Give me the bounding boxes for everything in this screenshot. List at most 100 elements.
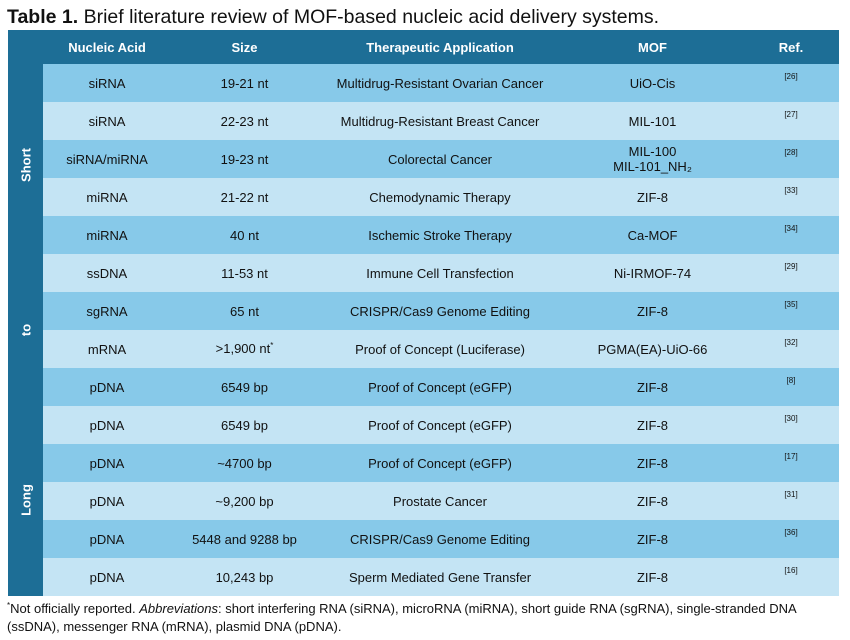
cell-therapeutic-application: Sperm Mediated Gene Transfer xyxy=(318,558,562,596)
size-value: >1,900 nt xyxy=(215,340,271,356)
table-row: pDNA ~4700 bp Proof of Concept (eGFP) ZIF-8… xyxy=(8,444,839,482)
cell-mof: Ni-IRMOF-74 xyxy=(562,254,743,292)
cell-therapeutic-application: CRISPR/Cas9 Genome Editing xyxy=(318,292,562,330)
table-row: miRNA 21-22 nt Chemodynamic Therapy ZIF-8 [3… xyxy=(8,178,839,216)
table-row: pDNA 10,243 bp Sperm Mediated Gene Transfe… xyxy=(8,558,839,596)
cell-nucleic-acid: pDNA xyxy=(43,368,171,406)
cell-ref: [27] xyxy=(743,102,839,140)
cell-therapeutic-application: Multidrug-Resistant Breast Cancer xyxy=(318,102,562,140)
cell-size: 21-22 nt xyxy=(171,178,318,216)
cell-mof: UiO-Cis xyxy=(562,64,743,102)
size-value: ~9,200 bp xyxy=(215,493,274,509)
literature-table: Nucleic Acid Size Therapeutic Applicatio… xyxy=(8,30,839,596)
table-row: pDNA 6549 bp Proof of Concept (eGFP) ZIF-8 [… xyxy=(8,406,839,444)
side-label: Long xyxy=(18,484,33,517)
cell-therapeutic-application: Proof of Concept (eGFP) xyxy=(318,368,562,406)
size-footnote-marker: * xyxy=(270,340,274,350)
table-row: siRNA/miRNA 19-23 nt Colorectal Cancer MIL-… xyxy=(8,140,839,178)
cell-therapeutic-application: Proof of Concept (Luciferase) xyxy=(318,330,562,368)
size-value: 21-22 nt xyxy=(220,189,269,205)
cell-therapeutic-application: Multidrug-Resistant Ovarian Cancer xyxy=(318,64,562,102)
reference-number: [34] xyxy=(784,223,798,233)
table-row: ssDNA 11-53 nt Immune Cell Transfection Ni-… xyxy=(8,254,839,292)
mof-name: UiO-Cis xyxy=(629,75,676,91)
cell-therapeutic-application: CRISPR/Cas9 Genome Editing xyxy=(318,520,562,558)
mof-name: PGMA(EA)-UiO-66 xyxy=(597,341,708,357)
table-title-text: Brief literature review of MOF-based nuc… xyxy=(78,6,660,28)
cell-nucleic-acid: sgRNA xyxy=(43,292,171,330)
header-ref: Ref. xyxy=(743,30,839,64)
footnote-marker: * xyxy=(7,601,11,610)
cell-therapeutic-application: Prostate Cancer xyxy=(318,482,562,520)
header-side-blank xyxy=(8,30,43,64)
table-row: pDNA ~9,200 bp Prostate Cancer ZIF-8 [31] xyxy=(8,482,839,520)
reference-number: [36] xyxy=(784,527,798,537)
header-mof: MOF xyxy=(562,30,743,64)
cell-mof: PGMA(EA)-UiO-66 xyxy=(562,330,743,368)
cell-mof: ZIF-8 xyxy=(562,292,743,330)
side-label: Short xyxy=(18,148,33,183)
cell-nucleic-acid: pDNA xyxy=(43,520,171,558)
reference-number: [35] xyxy=(784,299,798,309)
mof-name-secondary: MIL-101_NH₂ xyxy=(613,159,692,174)
cell-therapeutic-application: Ischemic Stroke Therapy xyxy=(318,216,562,254)
cell-ref: [17] xyxy=(743,444,839,482)
mof-name: Ni-IRMOF-74 xyxy=(613,265,692,281)
cell-ref: [36] xyxy=(743,520,839,558)
cell-nucleic-acid: siRNA/miRNA xyxy=(43,140,171,178)
reference-number: [33] xyxy=(784,185,798,195)
reference-number: [32] xyxy=(784,337,798,347)
cell-ref: [34] xyxy=(743,216,839,254)
cell-ref: [28] xyxy=(743,140,839,178)
table-row: miRNA 40 nt Ischemic Stroke Therapy Ca-MOF [… xyxy=(8,216,839,254)
table-footnote: *Not officially reported. Abbreviations:… xyxy=(7,601,842,635)
cell-size: 10,243 bp xyxy=(171,558,318,596)
cell-ref: [32] xyxy=(743,330,839,368)
size-value: 40 nt xyxy=(230,227,259,243)
size-value: ~4700 bp xyxy=(217,455,272,471)
cell-mof: ZIF-8 xyxy=(562,520,743,558)
cell-mof: ZIF-8 xyxy=(562,444,743,482)
cell-therapeutic-application: Proof of Concept (eGFP) xyxy=(318,406,562,444)
cell-ref: [30] xyxy=(743,406,839,444)
cell-nucleic-acid: miRNA xyxy=(43,216,171,254)
table-row: siRNA 22-23 nt Multidrug-Resistant Breast … xyxy=(8,102,839,140)
reference-number: [17] xyxy=(784,451,798,461)
abbreviations-text: : short interfering RNA (siRNA), microRN… xyxy=(7,601,796,634)
cell-mof: ZIF-8 xyxy=(562,178,743,216)
cell-nucleic-acid: siRNA xyxy=(43,102,171,140)
reference-number: [27] xyxy=(784,109,798,119)
cell-ref: [29] xyxy=(743,254,839,292)
cell-nucleic-acid: pDNA xyxy=(43,558,171,596)
cell-mof: MIL-100 MIL-101_NH₂ xyxy=(562,140,743,178)
table-row: sgRNA 65 nt CRISPR/Cas9 Genome Editing ZIF-… xyxy=(8,292,839,330)
size-value: 11-53 nt xyxy=(221,265,268,281)
cell-size: 40 nt xyxy=(171,216,318,254)
cell-nucleic-acid: pDNA xyxy=(43,444,171,482)
mof-name: ZIF-8 xyxy=(636,531,669,547)
cell-therapeutic-application: Proof of Concept (eGFP) xyxy=(318,444,562,482)
size-value: 19-21 nt xyxy=(220,75,269,91)
cell-size: 19-21 nt xyxy=(171,64,318,102)
mof-name: ZIF-8 xyxy=(636,303,669,319)
cell-ref: [33] xyxy=(743,178,839,216)
cell-ref: [16] xyxy=(743,558,839,596)
cell-size: ~4700 bp xyxy=(171,444,318,482)
mof-name: ZIF-8 xyxy=(636,493,669,509)
cell-therapeutic-application: Chemodynamic Therapy xyxy=(318,178,562,216)
table-body: Short to Long siRNA 19-21 nt Multidrug-Resist… xyxy=(8,64,839,596)
reference-number: [31] xyxy=(784,489,798,499)
size-value: 6549 bp xyxy=(221,379,268,395)
reference-number: [29] xyxy=(784,261,798,271)
size-value: 6549 bp xyxy=(221,417,268,433)
mof-name: Ca-MOF xyxy=(627,227,678,243)
reference-number: [16] xyxy=(784,565,798,575)
reference-number: [30] xyxy=(784,413,798,423)
cell-size: 11-53 nt xyxy=(171,254,318,292)
cell-mof: ZIF-8 xyxy=(562,482,743,520)
table-header-row: Nucleic Acid Size Therapeutic Applicatio… xyxy=(8,30,839,64)
cell-mof: MIL-101 xyxy=(562,102,743,140)
cell-size: >1,900 nt* xyxy=(171,330,318,368)
mof-name: ZIF-8 xyxy=(636,189,669,205)
cell-therapeutic-application: Immune Cell Transfection xyxy=(318,254,562,292)
